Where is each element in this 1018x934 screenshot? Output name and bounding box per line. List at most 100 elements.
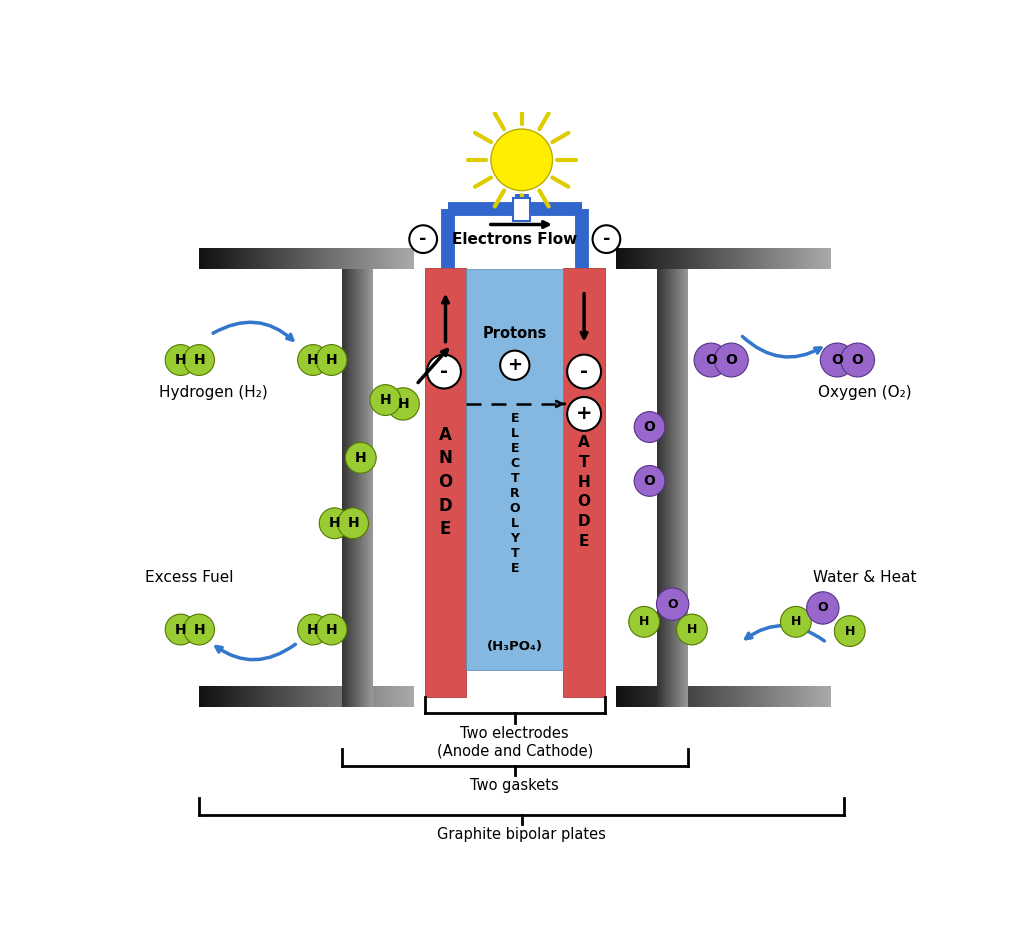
Bar: [317, 686, 320, 706]
Bar: [711, 248, 714, 269]
Bar: [764, 248, 767, 269]
Bar: [826, 686, 829, 706]
Text: H: H: [193, 353, 205, 367]
Bar: [732, 248, 735, 269]
Text: Electrons Flow: Electrons Flow: [452, 232, 577, 247]
Bar: [397, 686, 400, 706]
Text: H: H: [193, 623, 205, 636]
Text: (H₃PO₄): (H₃PO₄): [487, 640, 543, 653]
Bar: [218, 248, 221, 269]
Bar: [341, 248, 344, 269]
Bar: [308, 686, 312, 706]
Bar: [266, 686, 269, 706]
Bar: [624, 248, 627, 269]
Bar: [819, 248, 823, 269]
Bar: [202, 686, 205, 706]
Bar: [726, 686, 729, 706]
Bar: [274, 686, 277, 706]
Bar: [726, 248, 729, 269]
Circle shape: [165, 615, 196, 644]
Circle shape: [387, 388, 419, 420]
Bar: [381, 248, 384, 269]
Bar: [713, 248, 716, 269]
Bar: [389, 686, 392, 706]
Text: +: +: [507, 356, 522, 375]
Bar: [205, 686, 208, 706]
Bar: [785, 248, 788, 269]
Bar: [346, 248, 349, 269]
Bar: [247, 248, 250, 269]
Bar: [367, 686, 371, 706]
Bar: [359, 686, 362, 706]
Bar: [718, 248, 721, 269]
Text: O: O: [817, 601, 828, 615]
Text: H: H: [307, 353, 319, 367]
Bar: [425, 268, 466, 697]
Bar: [788, 248, 791, 269]
Circle shape: [629, 606, 660, 637]
Circle shape: [567, 355, 601, 389]
Bar: [354, 686, 357, 706]
Text: H: H: [639, 616, 649, 629]
Bar: [806, 248, 809, 269]
Bar: [750, 248, 753, 269]
Bar: [772, 686, 775, 706]
Text: H: H: [845, 625, 855, 638]
Bar: [312, 686, 315, 706]
Bar: [662, 248, 665, 269]
Bar: [814, 686, 817, 706]
Bar: [279, 686, 282, 706]
Bar: [753, 686, 756, 706]
Circle shape: [317, 615, 347, 644]
Circle shape: [835, 616, 865, 646]
Bar: [691, 686, 694, 706]
Bar: [747, 686, 750, 706]
Bar: [737, 686, 740, 706]
Text: O: O: [705, 353, 717, 367]
Bar: [287, 686, 290, 706]
Bar: [630, 248, 633, 269]
Bar: [772, 248, 775, 269]
Bar: [782, 686, 786, 706]
Bar: [221, 686, 224, 706]
Circle shape: [781, 606, 811, 637]
Bar: [721, 248, 724, 269]
Bar: [654, 686, 657, 706]
Bar: [373, 686, 376, 706]
Bar: [724, 248, 727, 269]
Text: -: -: [440, 362, 448, 381]
Bar: [392, 686, 395, 706]
Bar: [389, 248, 392, 269]
Circle shape: [370, 385, 401, 416]
Bar: [691, 248, 694, 269]
Bar: [261, 686, 264, 706]
Bar: [777, 248, 780, 269]
Bar: [359, 248, 362, 269]
Bar: [400, 248, 403, 269]
Bar: [234, 686, 237, 706]
Bar: [274, 248, 277, 269]
Bar: [617, 686, 620, 706]
Bar: [627, 248, 630, 269]
Circle shape: [806, 592, 839, 624]
Text: O: O: [832, 353, 843, 367]
Bar: [252, 248, 256, 269]
Bar: [804, 248, 807, 269]
Bar: [384, 248, 387, 269]
Circle shape: [491, 129, 553, 191]
Bar: [261, 248, 264, 269]
Bar: [648, 686, 652, 706]
Bar: [665, 248, 668, 269]
Bar: [247, 686, 250, 706]
Text: H: H: [329, 517, 340, 531]
Bar: [231, 686, 234, 706]
Bar: [344, 248, 347, 269]
Bar: [793, 686, 796, 706]
Bar: [696, 686, 699, 706]
Bar: [357, 686, 360, 706]
Bar: [392, 248, 395, 269]
Bar: [828, 248, 831, 269]
Bar: [747, 248, 750, 269]
Text: Graphite bipolar plates: Graphite bipolar plates: [438, 828, 606, 842]
Bar: [242, 248, 245, 269]
